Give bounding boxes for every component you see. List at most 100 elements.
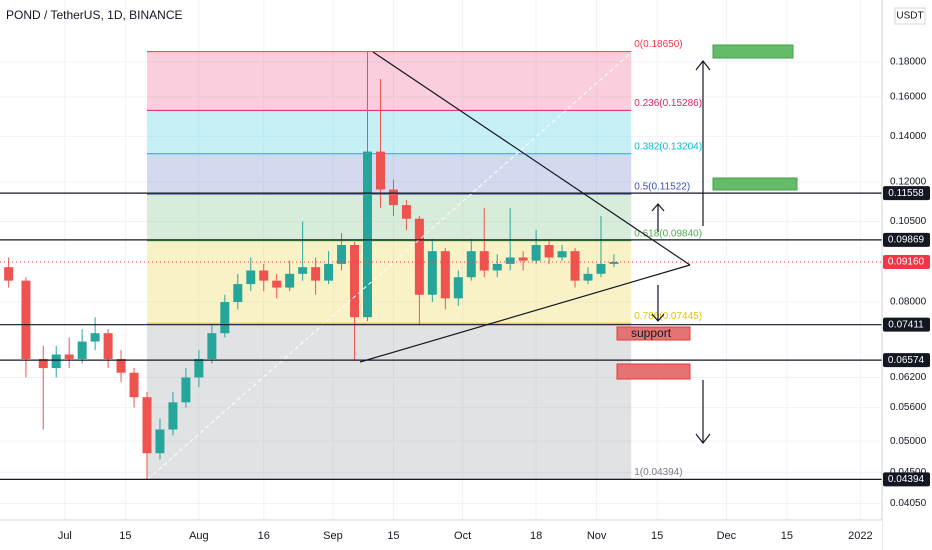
candle-body [440, 251, 450, 299]
candle-body [207, 333, 217, 359]
y-tick-label: 0.04050 [890, 498, 927, 509]
x-tick-label: Aug [189, 530, 209, 542]
x-tick-label: 2022 [848, 530, 872, 542]
drawings: support [147, 44, 798, 480]
price-tag-label: 0.07411 [888, 319, 924, 330]
candle-body [479, 251, 489, 271]
candle-body [155, 429, 165, 454]
fib-zone [147, 153, 632, 195]
candle-body [259, 270, 269, 281]
time-axis [0, 520, 882, 550]
unit-box [894, 7, 926, 25]
candle-body [427, 251, 437, 295]
y-tick-label: 0.16000 [890, 92, 927, 103]
fib-zone [147, 51, 632, 111]
candle-body [505, 257, 515, 264]
fib-label: 1(0.04394) [634, 467, 682, 478]
candle-body [363, 151, 372, 318]
candle-body [557, 251, 567, 258]
x-tick-label: 16 [258, 530, 270, 542]
x-tick-label: Jul [58, 530, 72, 542]
last-price-tag [883, 254, 930, 269]
price-tag-label: 0.04394 [888, 474, 925, 485]
candle-body [272, 280, 282, 288]
chart-title: POND / TetherUS, 1D, BINANCE [6, 8, 183, 22]
candle-body [51, 354, 61, 369]
candle-body [453, 277, 463, 299]
price-lines [0, 192, 882, 480]
candle-body [129, 372, 139, 398]
target-box [712, 44, 794, 59]
price-tag-label: 0.06574 [888, 355, 925, 366]
fib-zone [147, 323, 632, 480]
candle-body [38, 358, 48, 369]
x-tick-label: Nov [587, 530, 607, 542]
y-tick-label: 0.06200 [890, 372, 927, 383]
candle-body [116, 358, 126, 373]
target-box [712, 177, 798, 191]
candle-body [596, 263, 606, 274]
candle-body [298, 267, 308, 274]
fib-label: 0.786(0.07445) [634, 311, 702, 322]
y-tick-label: 0.18000 [890, 57, 927, 68]
y-tick-label: 0.05000 [890, 436, 927, 447]
candle-body [4, 267, 14, 281]
trendline-upper [372, 51, 691, 266]
candle-body [103, 333, 113, 359]
price-axis [882, 0, 932, 550]
y-tick-label: 0.05600 [890, 402, 927, 413]
x-tick-label: Dec [717, 530, 737, 542]
candle-body [583, 273, 593, 281]
y-tick-label: 0.08000 [890, 297, 927, 308]
fib-label: 0.382(0.13204) [634, 141, 702, 152]
candle-body [375, 151, 385, 190]
arrow-up-small [651, 203, 665, 232]
candle-body [194, 358, 204, 378]
candle-body [518, 257, 528, 261]
y-tick-label: 0.12000 [890, 177, 927, 188]
x-tick-label: 15 [781, 530, 793, 542]
candle-body [181, 377, 191, 403]
x-tick-label: 18 [530, 530, 542, 542]
price-tag [883, 317, 930, 332]
x-tick-label: 15 [651, 530, 663, 542]
price-tag [883, 472, 930, 487]
candle-body [64, 354, 74, 359]
candle-body [544, 245, 554, 258]
support-box [616, 326, 691, 341]
background-layer [0, 0, 882, 520]
candle-body [142, 397, 152, 454]
last-price-label: 0.09160 [888, 257, 925, 268]
arrow-down-large [695, 380, 711, 444]
candle-body [233, 284, 243, 303]
fib-label: 0.5(0.11522) [634, 182, 690, 193]
y-tick-label: 0.14000 [890, 131, 927, 142]
fib-diagonal [147, 51, 633, 480]
arrow-down-small [651, 285, 665, 322]
candle-body [77, 341, 87, 359]
unit-label: USDT [896, 11, 923, 22]
candle-body [388, 189, 398, 206]
candle-body [609, 261, 619, 264]
candle-body [492, 263, 502, 271]
x-tick-label: Sep [323, 530, 343, 542]
stop-box [616, 363, 691, 380]
candle-body [570, 251, 580, 281]
price-tag [883, 186, 930, 201]
candle-body [21, 280, 31, 359]
candle-body [401, 205, 411, 219]
candle-body [90, 333, 100, 342]
price-tag-label: 0.09869 [888, 235, 925, 246]
trendline-lower [359, 264, 691, 363]
candle-body [414, 218, 424, 295]
candle-layer [4, 51, 619, 480]
price-tag [883, 232, 930, 247]
price-tag [883, 353, 930, 368]
fib-layer: 0(0.18650) 0.236(0.15286) 0.382(0.13204) 0.… [147, 39, 702, 480]
y-tick-label: 0.10500 [890, 216, 927, 227]
candle-body [466, 251, 476, 278]
price-tag-label: 0.11558 [888, 188, 924, 199]
axes: 0.18000 0.16000 0.14000 0.12000 0.10500 0.080… [58, 57, 930, 542]
candle-body [337, 245, 347, 264]
